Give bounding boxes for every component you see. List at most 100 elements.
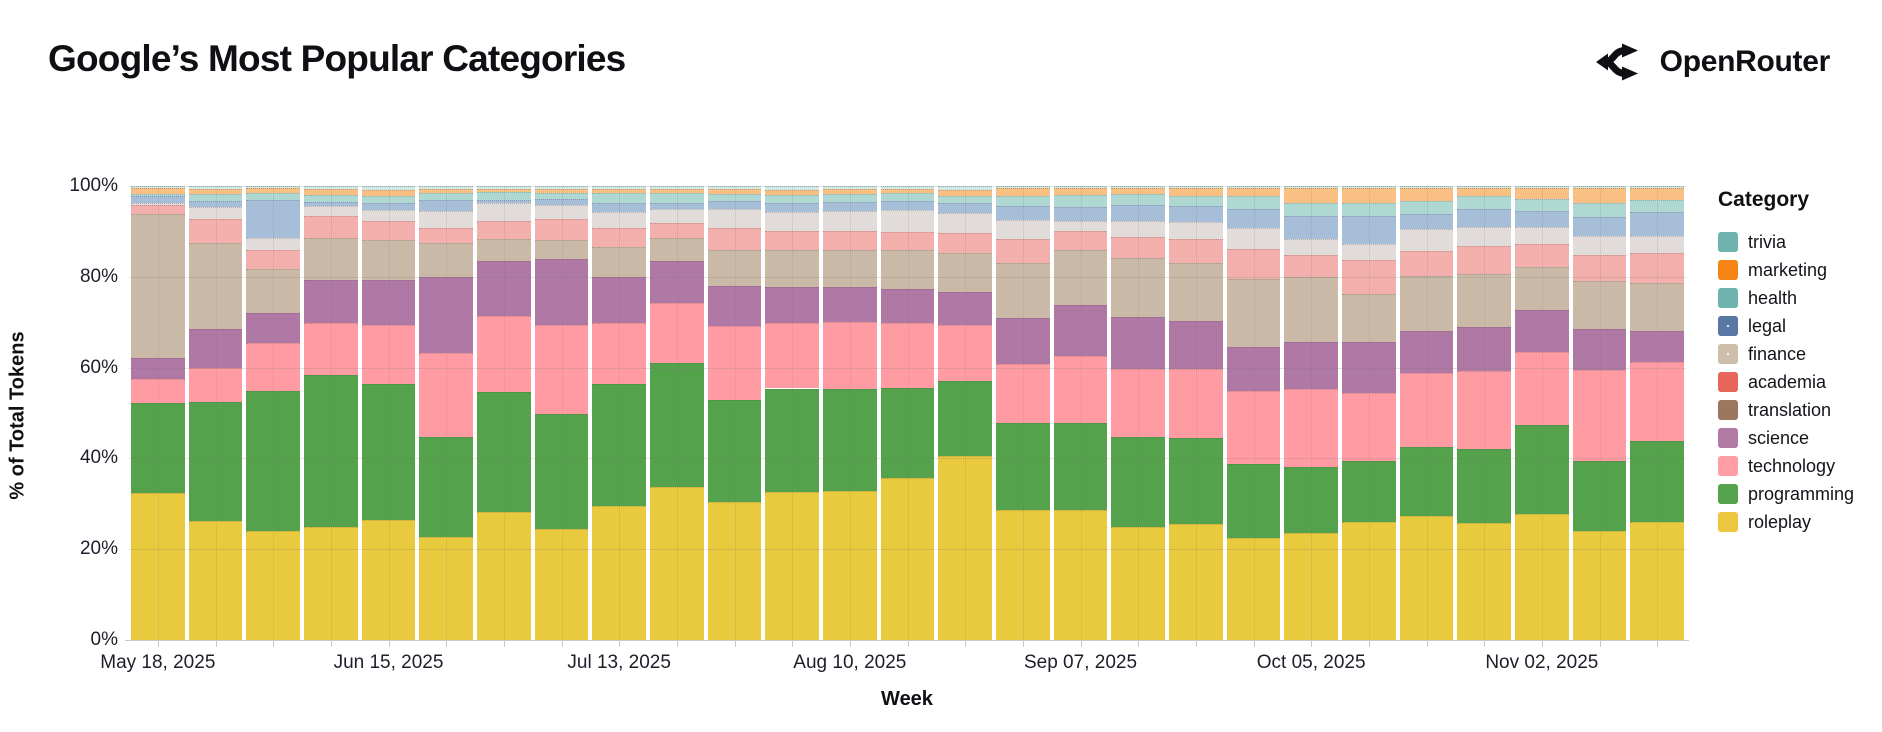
bar-segment-technology[interactable] (1053, 355, 1108, 423)
bar-segment-legal[interactable] (1342, 216, 1396, 244)
bar-segment-marketing[interactable] (592, 188, 646, 193)
bar-segment-programming[interactable] (1169, 437, 1223, 524)
bar-segment-programming[interactable] (477, 391, 531, 513)
bar-segment-translation[interactable] (1226, 278, 1281, 348)
bar-segment-finance[interactable] (650, 209, 704, 224)
bar-segment-legal[interactable] (419, 200, 473, 211)
bar-segment-trivia[interactable] (1053, 186, 1108, 188)
bar-segment-trivia[interactable] (534, 186, 589, 189)
bar-segment-academia[interactable] (131, 205, 185, 214)
bar-segment-marketing[interactable] (1515, 187, 1569, 200)
bar-segment-academia[interactable] (1284, 254, 1338, 278)
bar-segment-translation[interactable] (1169, 262, 1223, 321)
bar-week-Jun 29, 2025[interactable] (477, 186, 531, 640)
bar-segment-translation[interactable] (996, 263, 1050, 319)
bar-segment-legal[interactable] (1572, 217, 1627, 237)
bar-segment-trivia[interactable] (880, 186, 935, 190)
bar-segment-academia[interactable] (1053, 230, 1108, 251)
bar-segment-finance[interactable] (1284, 238, 1338, 255)
bar-segment-legal[interactable] (131, 195, 185, 204)
bar-segment-translation[interactable] (534, 240, 589, 260)
bar-segment-legal[interactable] (938, 203, 992, 214)
bar-segment-legal[interactable] (1457, 208, 1511, 227)
bar-week-Jul 06, 2025[interactable] (534, 186, 589, 640)
bar-segment-finance[interactable] (765, 211, 819, 231)
bar-segment-finance[interactable] (246, 237, 300, 250)
bar-segment-technology[interactable] (188, 367, 243, 402)
bar-segment-programming[interactable] (707, 399, 762, 502)
bar-segment-trivia[interactable] (361, 186, 416, 190)
bar-segment-roleplay[interactable] (1630, 521, 1684, 640)
bar-week-Sep 14, 2025[interactable] (1111, 186, 1165, 640)
bar-week-Aug 10, 2025[interactable] (823, 186, 877, 640)
bar-segment-science[interactable] (1630, 330, 1684, 362)
bar-segment-academia[interactable] (361, 220, 416, 241)
bar-segment-legal[interactable] (880, 200, 935, 211)
bar-segment-health[interactable] (1169, 195, 1223, 207)
bar-segment-trivia[interactable] (1284, 186, 1338, 188)
bar-segment-trivia[interactable] (1342, 186, 1396, 188)
bar-segment-finance[interactable] (534, 205, 589, 220)
bar-segment-science[interactable] (996, 318, 1050, 364)
bar-segment-legal[interactable] (1053, 206, 1108, 221)
bar-segment-trivia[interactable] (938, 186, 992, 190)
bar-segment-health[interactable] (304, 194, 358, 202)
bar-segment-academia[interactable] (1457, 245, 1511, 274)
bar-segment-technology[interactable] (1111, 368, 1165, 437)
bar-segment-finance[interactable] (1630, 235, 1684, 254)
bar-segment-technology[interactable] (1515, 352, 1569, 426)
bar-segment-health[interactable] (1572, 203, 1627, 218)
bar-segment-technology[interactable] (477, 315, 531, 392)
bar-segment-roleplay[interactable] (1342, 521, 1396, 640)
bar-segment-programming[interactable] (1053, 422, 1108, 511)
bar-segment-technology[interactable] (996, 363, 1050, 423)
bar-segment-finance[interactable] (1226, 228, 1281, 249)
bar-segment-technology[interactable] (534, 324, 589, 414)
bar-segment-finance[interactable] (477, 203, 531, 222)
bar-segment-science[interactable] (1226, 347, 1281, 392)
bar-segment-legal[interactable] (1284, 216, 1338, 239)
bar-segment-marketing[interactable] (304, 189, 358, 195)
bar-segment-technology[interactable] (1226, 391, 1281, 464)
bar-segment-finance[interactable] (938, 213, 992, 234)
bar-segment-technology[interactable] (1342, 392, 1396, 461)
bar-week-Aug 31, 2025[interactable] (996, 186, 1050, 640)
bar-segment-science[interactable] (1399, 331, 1454, 374)
bar-week-Nov 09, 2025[interactable] (1572, 186, 1627, 640)
bar-segment-technology[interactable] (304, 323, 358, 376)
bar-week-Jun 22, 2025[interactable] (419, 186, 473, 640)
bar-segment-translation[interactable] (823, 250, 877, 287)
bar-segment-health[interactable] (996, 195, 1050, 207)
bar-segment-academia[interactable] (1226, 248, 1281, 279)
bar-segment-marketing[interactable] (361, 189, 416, 196)
bar-segment-science[interactable] (823, 286, 877, 322)
bar-segment-technology[interactable] (765, 322, 819, 389)
bar-segment-marketing[interactable] (1169, 187, 1223, 196)
bar-segment-health[interactable] (361, 196, 416, 204)
bar-segment-technology[interactable] (823, 321, 877, 390)
bar-segment-roleplay[interactable] (1226, 538, 1281, 640)
bar-segment-trivia[interactable] (1169, 186, 1223, 188)
bar-segment-technology[interactable] (707, 325, 762, 400)
bar-segment-marketing[interactable] (880, 189, 935, 194)
bar-segment-programming[interactable] (1572, 460, 1627, 531)
bar-week-Nov 16, 2025[interactable] (1630, 186, 1684, 640)
bar-segment-legal[interactable] (650, 202, 704, 210)
bar-segment-marketing[interactable] (131, 188, 185, 194)
bar-segment-roleplay[interactable] (592, 505, 646, 640)
bar-segment-legal[interactable] (534, 199, 589, 206)
bar-segment-legal[interactable] (1515, 210, 1569, 228)
bar-segment-legal[interactable] (304, 201, 358, 207)
bar-segment-technology[interactable] (1630, 361, 1684, 441)
bar-segment-finance[interactable] (707, 209, 762, 229)
bar-segment-programming[interactable] (361, 383, 416, 521)
bar-segment-academia[interactable] (188, 218, 243, 243)
bar-segment-trivia[interactable] (765, 186, 819, 190)
bar-segment-marketing[interactable] (419, 188, 473, 193)
bar-segment-marketing[interactable] (1284, 187, 1338, 203)
bar-segment-finance[interactable] (361, 210, 416, 221)
bar-segment-marketing[interactable] (1572, 188, 1627, 204)
bar-segment-finance[interactable] (419, 210, 473, 228)
bar-segment-programming[interactable] (534, 413, 589, 530)
bar-segment-health[interactable] (477, 192, 531, 201)
